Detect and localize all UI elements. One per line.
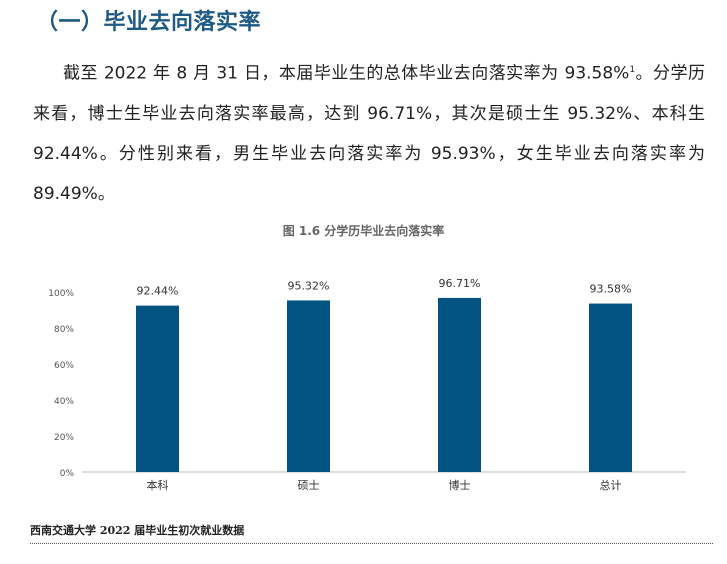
- x-tick-label: 博士: [449, 479, 471, 492]
- bar-本科: [136, 305, 179, 472]
- y-tick-label: 40%: [54, 397, 74, 407]
- data-label: 92.44%: [137, 285, 179, 298]
- y-tick-label: 100%: [48, 289, 74, 299]
- data-label: 96.71%: [439, 277, 481, 290]
- chart-title: 图 1.6 分学历毕业去向落实率: [282, 224, 445, 238]
- paragraph-text-1: 截至 2022 年 8 月 31 日，本届毕业生的总体毕业去向落实率为 93.5…: [63, 63, 630, 84]
- bar-硕士: [287, 300, 330, 472]
- y-tick-label: 60%: [54, 361, 74, 371]
- bar-总计: [589, 303, 632, 472]
- paragraph-text-2: 。分学历来看，博士生毕业去向落实率最高，达到 96.71%，其次是硕士生 95.…: [33, 63, 706, 204]
- summary-paragraph: 截至 2022 年 8 月 31 日，本届毕业生的总体毕业去向落实率为 93.5…: [33, 50, 705, 214]
- footer-divider: [30, 543, 713, 544]
- x-tick-label: 总计: [600, 478, 622, 492]
- y-tick-label: 0%: [60, 469, 75, 479]
- bar-博士: [438, 297, 481, 472]
- data-label: 95.32%: [288, 279, 330, 292]
- x-tick-label: 硕士: [298, 479, 320, 492]
- y-tick-label: 20%: [54, 433, 74, 443]
- section-title: （一）毕业去向落实率: [36, 10, 262, 35]
- footer-text: 西南交通大学 2022 届毕业生初次就业数据: [30, 524, 245, 537]
- x-tick-label: 本科: [147, 478, 169, 492]
- data-label: 93.58%: [590, 283, 632, 296]
- footnote-mark: 1: [629, 65, 636, 75]
- y-tick-label: 80%: [54, 325, 74, 335]
